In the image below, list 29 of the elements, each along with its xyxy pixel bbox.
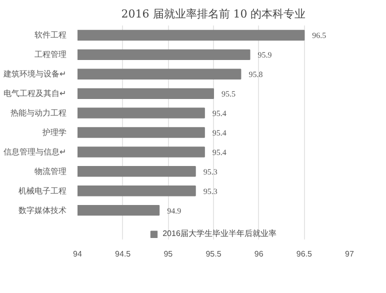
chart-title: 2016 届就业率排名前 10 的本科专业 <box>121 8 306 20</box>
data-label: 95.4 <box>212 128 226 138</box>
data-label: 95.3 <box>203 186 218 196</box>
x-tick-label: 94.5 <box>115 250 132 258</box>
data-label: 94.9 <box>167 206 182 216</box>
y-tick-label: 机械电子工程 <box>18 186 66 196</box>
data-label: 95.4 <box>212 109 226 118</box>
x-tick-label: 95.5 <box>206 250 222 258</box>
x-tick-label: 97 <box>345 250 354 258</box>
data-label: 95.5 <box>222 90 236 99</box>
x-tick-label: 96.5 <box>296 250 313 258</box>
y-tick-label: 护理学 <box>42 128 66 137</box>
data-label: 95.4 <box>212 148 226 157</box>
y-tick-label: 建筑环境与设备↵ <box>2 70 66 79</box>
data-label: 95.3 <box>203 167 218 176</box>
x-tick-label: 95 <box>164 250 174 258</box>
legend-label: 2016届大学生毕业半年后就业率 <box>162 228 276 239</box>
data-label: 95.8 <box>248 70 263 80</box>
data-label: 96.5 <box>312 31 326 40</box>
y-tick-label: 物流管理 <box>34 166 66 176</box>
y-tick-label: 电气工程及其自↵ <box>4 89 66 98</box>
x-tick-label: 94 <box>73 250 82 258</box>
data-label: 95.9 <box>258 50 272 60</box>
y-tick-label: 软件工程 <box>34 30 66 40</box>
y-tick-label: 热能与动力工程 <box>10 108 66 118</box>
y-tick-label: 工程管理 <box>34 50 66 60</box>
y-tick-label: 数字媒体技术 <box>18 206 66 215</box>
y-tick-label: 信息管理与信息↵ <box>4 147 66 156</box>
x-tick-label: 96 <box>254 250 264 258</box>
